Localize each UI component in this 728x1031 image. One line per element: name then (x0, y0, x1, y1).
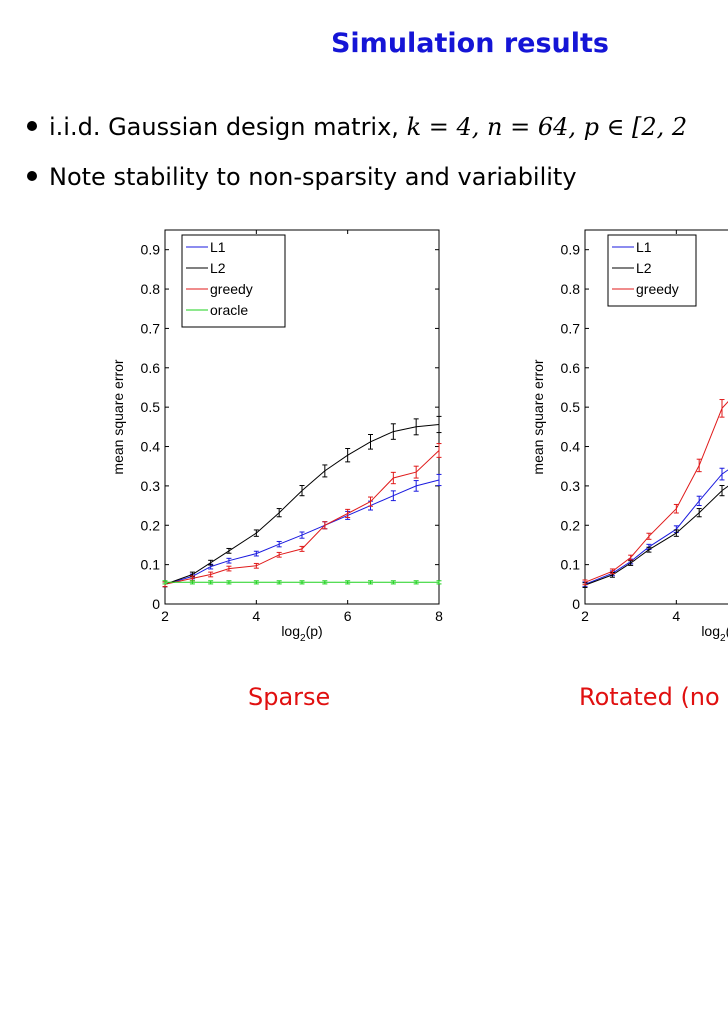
caption-rotated: Rotated (no (579, 683, 720, 711)
y-tick-label: 0.6 (141, 360, 161, 376)
bullet-text: i.i.d. Gaussian design matrix, (49, 113, 407, 141)
y-tick-label: 0.7 (141, 320, 161, 336)
y-tick-label: 0 (152, 596, 160, 612)
x-axis-label: log2(p) (701, 623, 728, 644)
y-tick-label: 0.3 (561, 478, 581, 494)
series-line-greedy (584, 401, 728, 583)
x-tick-label: 6 (344, 608, 352, 624)
y-tick-label: 0.5 (561, 399, 581, 415)
bullet-math: k = 4, n = 64, p ∈ [2, 2 (406, 113, 688, 141)
bullet-item: i.i.d. Gaussian design matrix, k = 4, n … (27, 113, 687, 141)
y-tick-label: 0 (572, 596, 580, 612)
y-tick-label: 0.3 (141, 478, 161, 494)
y-tick-label: 0.2 (561, 517, 581, 533)
y-tick-label: 0.5 (141, 399, 161, 415)
y-tick-label: 0.8 (141, 281, 161, 297)
y-tick-label: 0.1 (561, 557, 581, 573)
bullet-text: Note stability to non-sparsity and varia… (49, 163, 577, 191)
legend-label: greedy (210, 281, 253, 297)
y-tick-label: 0.8 (561, 281, 581, 297)
y-tick-label: 0.1 (141, 557, 161, 573)
x-tick-label: 2 (581, 608, 589, 624)
series-line-greedy (164, 450, 440, 585)
x-tick-label: 4 (672, 608, 680, 624)
chart-panel-0: 0 0.1 0.2 0.3 0.4 0.5 0.6 0.7 0.8 0.9 2 4 6 8 mean squ… (110, 229, 443, 644)
x-tick-label: 8 (435, 608, 443, 624)
y-tick-label: 0.7 (561, 320, 581, 336)
bullet-dot-icon (27, 121, 37, 131)
bullet-item: Note stability to non-sparsity and varia… (27, 163, 577, 191)
y-tick-label: 0.4 (561, 439, 581, 455)
chart-panel-1: 0 0.1 0.2 0.3 0.4 0.5 0.6 0.7 0.8 0.9 2 4 mean squar… (530, 229, 728, 644)
y-tick-label: 0.4 (141, 439, 161, 455)
y-axis-label: mean square error (530, 359, 546, 475)
y-axis-label: mean square error (110, 359, 126, 475)
bullet-dot-icon (27, 171, 37, 181)
y-tick-label: 0.9 (561, 242, 581, 258)
legend-label: oracle (210, 302, 248, 318)
y-tick-label: 0.9 (141, 242, 161, 258)
y-tick-label: 0.6 (561, 360, 581, 376)
x-tick-label: 2 (161, 608, 169, 624)
caption-sparse: Sparse (248, 683, 331, 711)
y-tick-label: 0.2 (141, 517, 161, 533)
slide-title: Simulation results (330, 28, 609, 59)
series-line-l1 (584, 469, 728, 585)
series-line-l2 (164, 424, 440, 585)
legend-label: L1 (636, 239, 652, 255)
legend-label: greedy (636, 281, 679, 297)
series-line-l2 (584, 485, 728, 586)
legend-label: L2 (636, 260, 652, 276)
legend-label: L1 (210, 239, 226, 255)
plot-frame (584, 229, 728, 605)
x-axis-label: log2(p) (281, 623, 322, 644)
legend-label: L2 (210, 260, 226, 276)
legend-box (181, 234, 286, 328)
x-tick-label: 4 (252, 608, 260, 624)
